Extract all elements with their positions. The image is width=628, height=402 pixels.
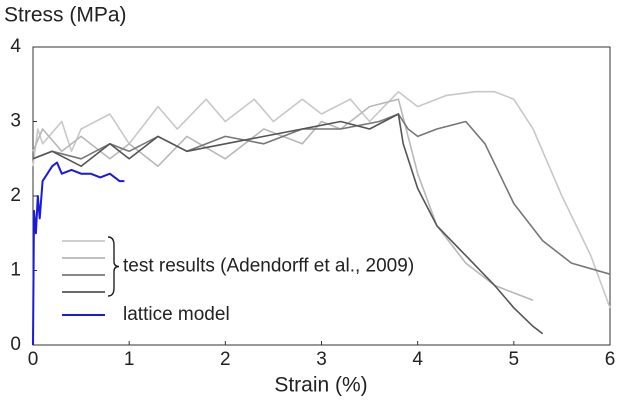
y-tick-label: 3 — [10, 111, 21, 132]
line — [32, 113, 611, 275]
legend-label: test results (Adendorff et al., 2009) — [123, 256, 414, 277]
x-tick-label: 6 — [605, 349, 616, 370]
x-tick-label: 1 — [124, 349, 135, 370]
x-tick-label: 2 — [220, 349, 231, 370]
y-tick-label: 0 — [10, 334, 21, 355]
line — [32, 113, 544, 335]
x-tick-label: 3 — [316, 349, 327, 370]
y-tick-label: 2 — [10, 185, 21, 206]
x-axis-label: Strain (%) — [274, 374, 367, 397]
line — [32, 161, 125, 346]
x-tick-label: 4 — [412, 349, 423, 370]
legend-label: lattice model — [123, 304, 230, 325]
line — [32, 98, 534, 302]
x-tick-label: 5 — [509, 349, 520, 370]
chart-title: Stress (MPa) — [4, 4, 127, 27]
y-tick-label: 4 — [10, 36, 21, 57]
y-tick-label: 1 — [10, 260, 21, 281]
x-tick-label: 0 — [28, 349, 39, 370]
plot-frame — [32, 46, 611, 346]
legend-bracket — [107, 236, 120, 297]
